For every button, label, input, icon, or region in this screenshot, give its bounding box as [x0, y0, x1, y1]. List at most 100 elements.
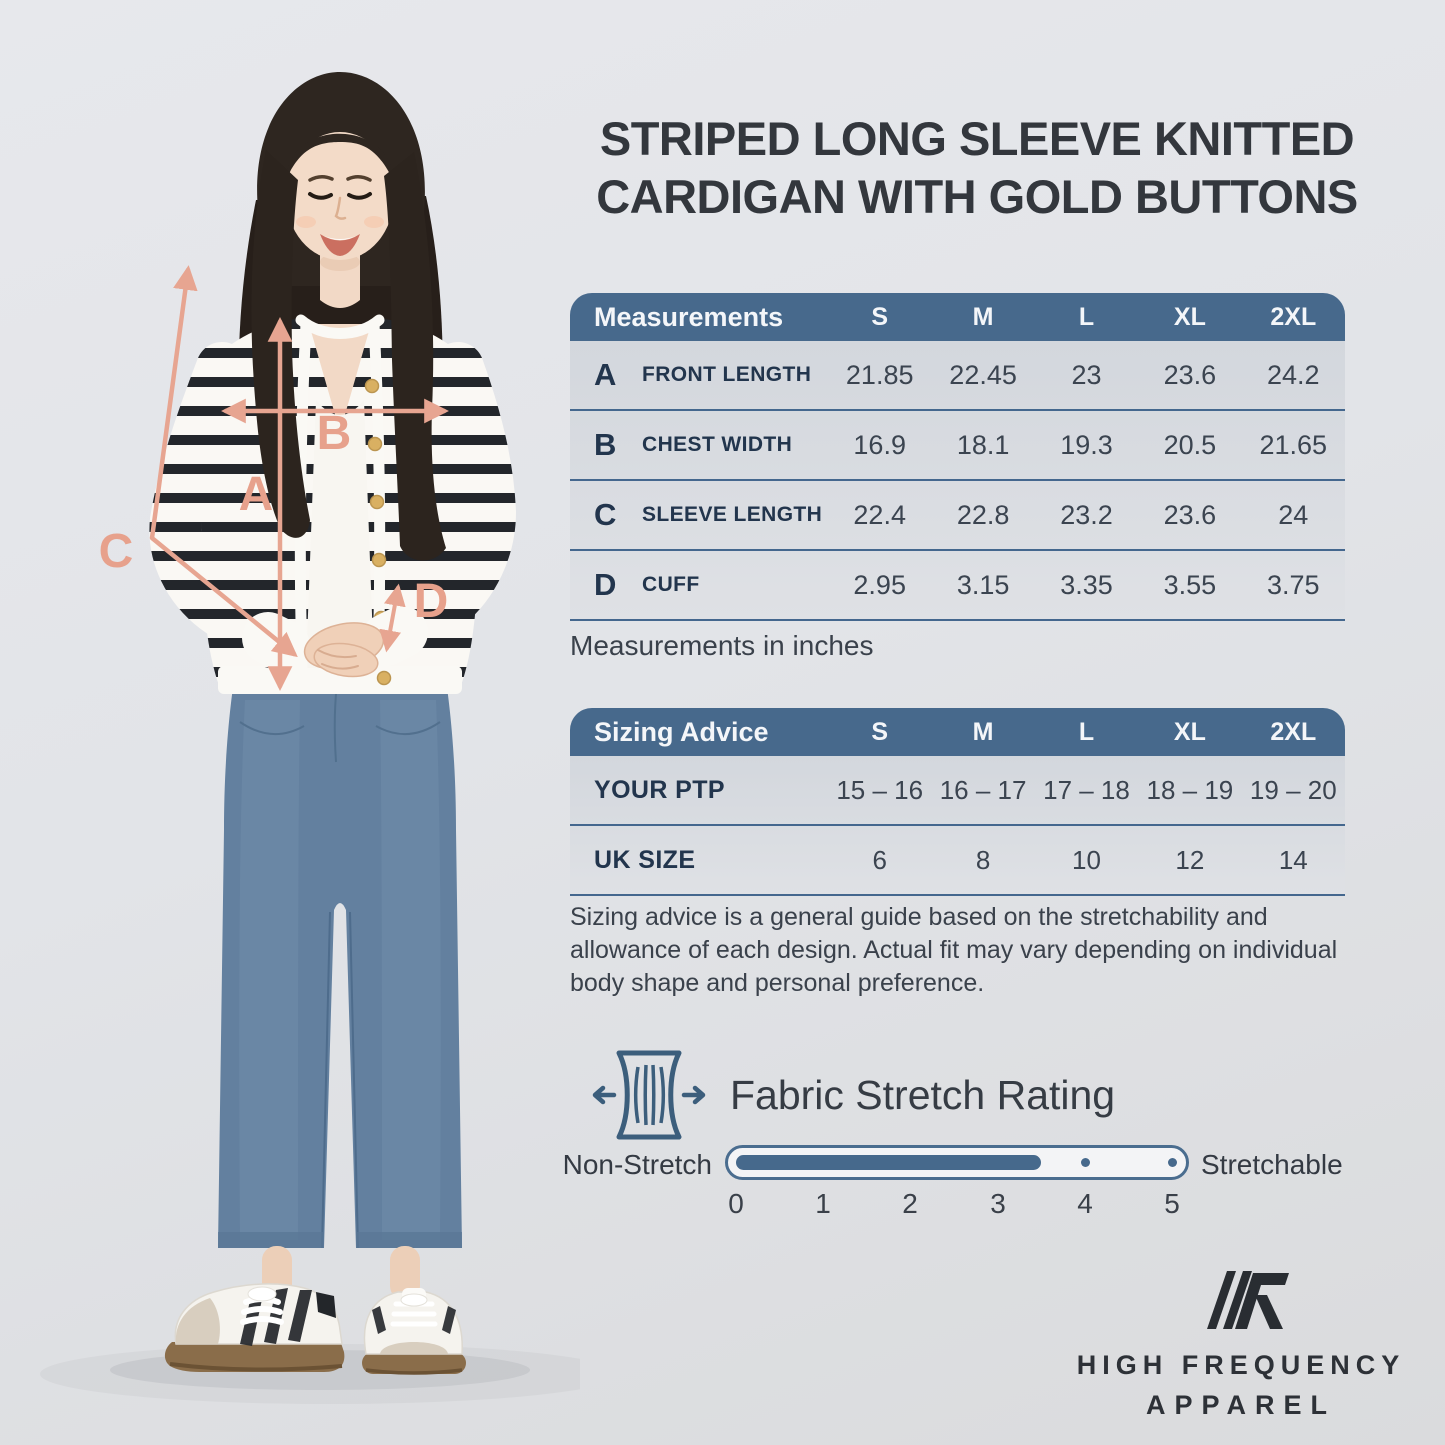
cell-value: 15 – 16: [836, 774, 924, 805]
cell-value: 21.85: [845, 359, 914, 390]
row-key: C: [594, 497, 617, 532]
arrow-d-cuff: [379, 583, 406, 653]
cell-value: 14: [1278, 844, 1308, 875]
size-col-l: L: [1078, 302, 1095, 331]
row-key: D: [594, 567, 617, 602]
row-label: UK SIZE: [594, 845, 696, 874]
stretch-bar-fill: [736, 1155, 1041, 1170]
measurements-table-header: Measurements S M L XL 2XL: [570, 293, 1345, 341]
cell-value: 8: [975, 844, 991, 875]
table-row: C SLEEVE LENGTH 22.4 22.8 23.2 23.6 24: [570, 481, 1345, 551]
measurement-letters: A B C D: [99, 407, 449, 628]
stretch-dot-4: [1081, 1158, 1090, 1167]
size-col-2xl: 2XL: [1270, 302, 1317, 331]
size-col-m: M: [972, 717, 994, 746]
table-row: A FRONT LENGTH 21.85 22.45 23 23.6 24.2: [570, 341, 1345, 411]
size-col-2xl: 2XL: [1270, 717, 1317, 746]
scale-tick-5: 5: [1164, 1188, 1180, 1219]
page-title: STRIPED LONG SLEEVE KNITTED CARDIGAN WIT…: [552, 110, 1402, 226]
row-label: SLEEVE LENGTH: [642, 503, 823, 526]
row-label: FRONT LENGTH: [642, 363, 812, 386]
size-col-s: S: [871, 717, 889, 746]
cell-value: 23.2: [1060, 499, 1113, 530]
cell-value: 3.35: [1060, 569, 1113, 600]
size-col-xl: XL: [1173, 302, 1206, 331]
cell-value: 22.8: [956, 499, 1010, 530]
cell-value: 3.15: [956, 569, 1010, 600]
measurements-table: Measurements S M L XL 2XL A FRONT LENGTH…: [570, 293, 1345, 621]
brand-logo-icon: [1207, 1271, 1289, 1329]
row-label: CUFF: [642, 573, 700, 596]
stretchable-label: Stretchable: [1201, 1149, 1343, 1180]
model-photo: A B C D: [40, 72, 580, 1404]
sizing-header-label: Sizing Advice: [594, 716, 769, 747]
sizing-advice-table: Sizing Advice S M L XL 2XL YOUR PTP 15 –…: [570, 708, 1345, 896]
cell-value: 18.1: [956, 429, 1010, 460]
model-face: [276, 132, 404, 308]
cell-value: 10: [1072, 844, 1101, 875]
table-row: YOUR PTP 15 – 16 16 – 17 17 – 18 18 – 19…: [570, 756, 1345, 826]
page-title-line2: CARDIGAN WITH GOLD BUTTONS: [596, 170, 1358, 223]
row-label: CHEST WIDTH: [642, 433, 793, 456]
table-row: D CUFF 2.95 3.15 3.35 3.55 3.75: [570, 551, 1345, 621]
brand-name-line1: HIGH FREQUENCY: [1076, 1350, 1406, 1380]
fabric-stretch-icon: [592, 1050, 706, 1140]
cell-value: 18 – 19: [1146, 774, 1234, 805]
cell-value: 16 – 17: [939, 774, 1027, 805]
model-ankle: [390, 1246, 420, 1300]
cell-value: 17 – 18: [1043, 774, 1130, 805]
sizing-disclaimer: Sizing advice is a general guide based o…: [570, 903, 1338, 997]
size-col-m: M: [972, 302, 994, 331]
letter-c: C: [99, 525, 134, 578]
stretch-dot-5: [1168, 1158, 1177, 1167]
letter-a: A: [239, 468, 274, 521]
brand-name-line2: APPAREL: [1145, 1390, 1336, 1420]
scale-tick-3: 3: [990, 1188, 1006, 1219]
cell-value: 3.55: [1163, 569, 1217, 600]
measurement-arrows: [149, 265, 449, 691]
sizing-table-header: Sizing Advice S M L XL 2XL: [570, 708, 1345, 756]
row-label: YOUR PTP: [594, 775, 725, 804]
row-key: B: [594, 427, 617, 462]
table-row: B CHEST WIDTH 16.9 18.1 19.3 20.5 21.65: [570, 411, 1345, 481]
size-col-s: S: [871, 302, 889, 331]
size-col-xl: XL: [1173, 717, 1206, 746]
measurements-header-label: Measurements: [594, 301, 784, 332]
row-key: A: [594, 357, 617, 392]
cell-value: 16.9: [853, 429, 906, 460]
letter-d: D: [414, 575, 449, 628]
cell-value: 6: [872, 844, 887, 875]
cell-value: 19.3: [1060, 429, 1113, 460]
table-row: UK SIZE 6 8 10 12 14: [570, 826, 1345, 896]
cell-value: 12: [1175, 844, 1205, 875]
model-sneakers: [164, 1283, 466, 1375]
cell-value: 22.4: [853, 499, 906, 530]
scale-tick-0: 0: [728, 1188, 744, 1219]
scale-tick-4: 4: [1077, 1188, 1093, 1219]
page-title-line1: STRIPED LONG SLEEVE KNITTED: [599, 112, 1355, 165]
cell-value: 24: [1278, 499, 1309, 530]
cell-value: 19 – 20: [1249, 774, 1337, 805]
non-stretch-label: Non-Stretch: [562, 1149, 712, 1180]
cell-value: 20.5: [1163, 429, 1217, 460]
scale-tick-1: 1: [815, 1188, 831, 1219]
cell-value: 23.6: [1163, 499, 1217, 530]
stretch-rating-bar: [725, 1145, 1189, 1180]
cell-value: 3.75: [1267, 569, 1320, 600]
measurements-table-body: A FRONT LENGTH 21.85 22.45 23 23.6 24.2 …: [570, 341, 1345, 621]
cell-value: 2.95: [853, 569, 906, 600]
model-jeans: [218, 655, 462, 1249]
size-col-l: L: [1078, 717, 1095, 746]
cell-value: 23: [1071, 359, 1102, 390]
sizing-table-body: YOUR PTP 15 – 16 16 – 17 17 – 18 18 – 19…: [570, 756, 1345, 896]
model-hands: [303, 622, 385, 678]
letter-b: B: [317, 407, 352, 460]
cell-value: 21.65: [1259, 429, 1328, 460]
arrow-c-sleeve-length: [149, 265, 298, 658]
cell-value: 24.2: [1267, 359, 1320, 390]
stretch-rating-title: Fabric Stretch Rating: [730, 1072, 1116, 1118]
cell-value: 22.45: [949, 359, 1017, 390]
units-note: Measurements in inches: [570, 630, 874, 661]
scale-tick-2: 2: [902, 1188, 918, 1219]
